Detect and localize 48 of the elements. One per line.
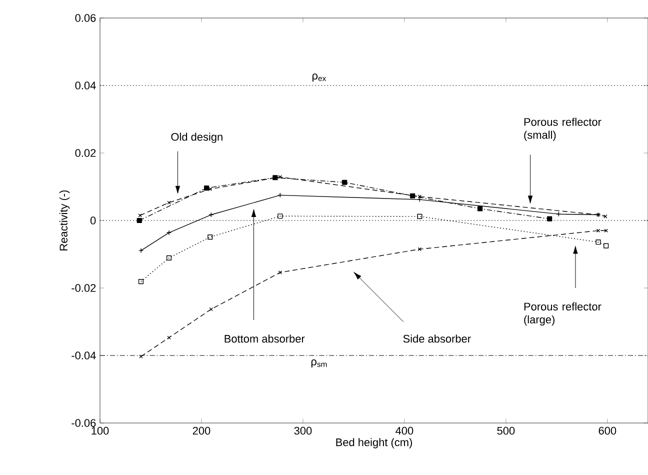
point bbox=[278, 270, 282, 274]
point bbox=[596, 240, 601, 245]
point bbox=[208, 234, 213, 240]
point bbox=[138, 214, 142, 218]
annotation: Porous reflector (small) bbox=[524, 118, 602, 141]
ref-line-label: ρ$_{sm}$ bbox=[311, 359, 327, 368]
point bbox=[278, 214, 283, 219]
point bbox=[604, 228, 608, 233]
x-tick-label: 400 bbox=[396, 426, 414, 435]
y-tick-label: 0.02 bbox=[75, 149, 96, 157]
annotation: Side absorber bbox=[403, 334, 471, 343]
annotation: Porous reflector (large) bbox=[524, 302, 602, 326]
point bbox=[418, 247, 422, 252]
y-tick-label: 0.04 bbox=[75, 82, 96, 90]
annotation: Bottom absorber bbox=[224, 334, 305, 343]
y-tick-label: 0.06 bbox=[75, 14, 96, 22]
x-tick-label: 200 bbox=[192, 426, 210, 435]
y-tick-label: 0 bbox=[90, 216, 96, 224]
point bbox=[478, 206, 483, 212]
x-tick-label: 100 bbox=[92, 426, 109, 435]
point bbox=[139, 354, 143, 358]
point bbox=[167, 336, 171, 340]
point bbox=[342, 180, 348, 185]
point bbox=[209, 307, 214, 312]
point bbox=[278, 175, 282, 179]
point bbox=[418, 194, 422, 198]
point bbox=[410, 193, 416, 198]
x-axis-title: Bed height (cm) bbox=[336, 438, 412, 448]
point bbox=[604, 243, 609, 248]
point bbox=[167, 200, 171, 205]
point bbox=[596, 228, 600, 233]
y-tick-label: -0.06 bbox=[72, 419, 96, 427]
point bbox=[166, 255, 172, 261]
point bbox=[547, 216, 552, 222]
y-axis-title: Reactivity (-) bbox=[59, 190, 70, 250]
x-tick-label: 500 bbox=[497, 426, 515, 435]
ref-line-label: ρ$_{ex}$ bbox=[312, 73, 326, 82]
x-tick-label: 300 bbox=[294, 426, 312, 435]
point bbox=[603, 214, 608, 218]
point bbox=[138, 279, 144, 284]
point bbox=[136, 218, 142, 224]
x-tick-label: 600 bbox=[598, 426, 616, 435]
point bbox=[204, 186, 210, 191]
y-tick-label: -0.04 bbox=[72, 352, 96, 360]
annotation: Old design bbox=[171, 132, 222, 143]
point bbox=[417, 214, 422, 219]
point bbox=[272, 175, 278, 180]
y-tick-label: -0.02 bbox=[72, 284, 96, 292]
